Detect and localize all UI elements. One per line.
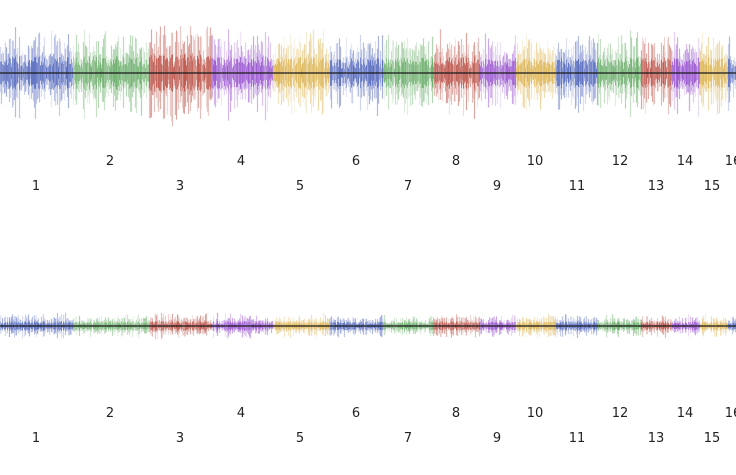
segment-label: 2 <box>106 154 114 169</box>
segment-label: 4 <box>237 154 245 169</box>
segment-14 <box>671 31 701 117</box>
segment-16 <box>727 36 736 112</box>
segment-label: 11 <box>569 179 586 194</box>
segment-6 <box>329 34 384 117</box>
segment-label: 10 <box>527 154 544 169</box>
segment-label: 9 <box>493 179 501 194</box>
segment-label: 12 <box>612 406 629 421</box>
segment-11 <box>555 35 599 113</box>
segment-2 <box>72 30 150 119</box>
segment-10 <box>515 34 557 111</box>
segment-label: 3 <box>176 431 184 446</box>
segment-8 <box>433 314 481 338</box>
segment-9 <box>479 33 517 109</box>
segment-label: 12 <box>612 154 629 169</box>
top-panel: 12345678910111213141516 <box>0 25 736 194</box>
segment-label: 16 <box>725 406 736 421</box>
segment-5 <box>272 29 331 115</box>
segment-3 <box>148 25 213 127</box>
segment-label: 2 <box>106 406 114 421</box>
segment-label: 5 <box>296 179 304 194</box>
segment-label: 3 <box>176 179 184 194</box>
segment-label: 9 <box>493 431 501 446</box>
segment-label: 8 <box>452 406 460 421</box>
segment-label: 11 <box>569 431 586 446</box>
segment-label: 13 <box>648 179 665 194</box>
segment-label: 15 <box>704 431 721 446</box>
segment-label: 6 <box>352 154 360 169</box>
segment-label: 1 <box>32 431 40 446</box>
segment-7 <box>382 34 435 116</box>
segment-13 <box>640 315 673 338</box>
segment-label: 1 <box>32 179 40 194</box>
segment-4 <box>211 29 274 121</box>
segment-label: 7 <box>404 179 412 194</box>
segment-label: 10 <box>527 406 544 421</box>
segment-8 <box>433 29 481 119</box>
segment-label: 13 <box>648 431 665 446</box>
segment-label: 14 <box>677 406 694 421</box>
segment-label: 15 <box>704 179 721 194</box>
segment-15 <box>699 314 729 337</box>
segment-label: 16 <box>725 154 736 169</box>
segment-label: 7 <box>404 431 412 446</box>
segment-label: 6 <box>352 406 360 421</box>
segment-label: 4 <box>237 406 245 421</box>
segment-label: 5 <box>296 431 304 446</box>
segment-label: 8 <box>452 154 460 169</box>
segment-label: 14 <box>677 154 694 169</box>
bottom-panel: 12345678910111213141516 <box>0 312 736 446</box>
segment-12 <box>597 30 642 117</box>
segment-13 <box>640 36 673 115</box>
